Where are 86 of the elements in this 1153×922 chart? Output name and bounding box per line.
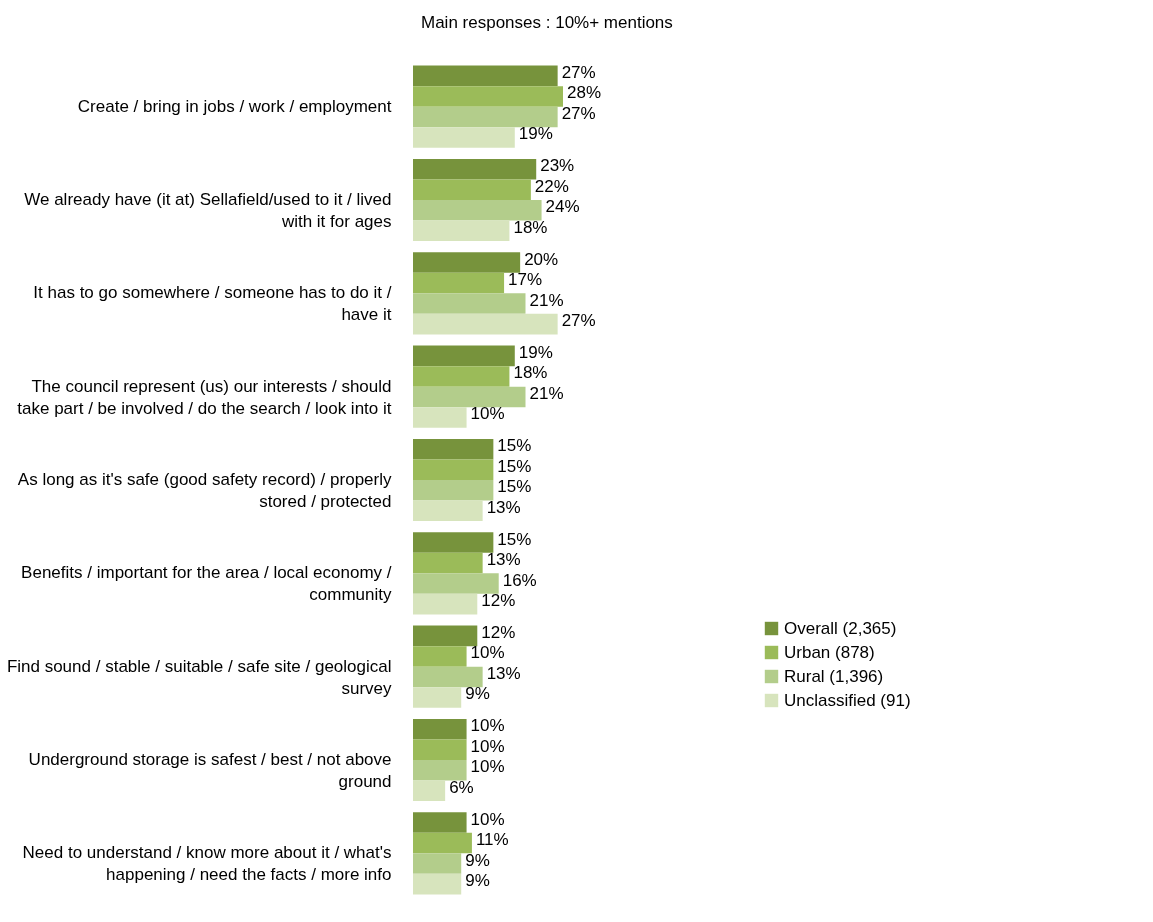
data-label: 10% — [470, 757, 505, 777]
bar — [413, 386, 526, 408]
data-label: 18% — [513, 217, 548, 237]
data-label: 9% — [465, 871, 490, 891]
bar — [413, 366, 510, 387]
y-tick-label: We already have (it at) Sellafield/used to it / lived with it for ages — [24, 190, 392, 231]
data-label: 13% — [486, 663, 521, 683]
data-label: 16% — [502, 570, 537, 590]
bar — [413, 179, 531, 200]
data-label: 13% — [486, 550, 521, 570]
bar — [413, 853, 462, 874]
bar — [413, 760, 467, 781]
y-tick-label: Find sound / stable / suitable / safe site / geological survey — [6, 656, 392, 698]
data-label: 17% — [508, 270, 543, 290]
legend-label: Urban (878) — [784, 642, 875, 662]
bar — [413, 812, 467, 833]
chart-title: Main responses : 10%+ mentions — [421, 13, 673, 32]
y-tick-label: Need to understand / know more about it / what's happening / need the facts / more info — [22, 843, 392, 885]
data-label: 10% — [470, 736, 505, 756]
data-label: 11% — [475, 830, 509, 850]
bar — [413, 646, 467, 667]
y-tick-label: Benefits / important for the area / local economy / community — [21, 563, 392, 605]
legend-label: Overall (2,365) — [784, 618, 897, 638]
y-tick-label: Create / bring in jobs / work / employment — [77, 96, 392, 116]
bar — [413, 873, 462, 895]
data-label: 12% — [481, 622, 516, 642]
y-tick-label: Underground storage is safest / best / not above ground — [28, 750, 392, 791]
bar — [413, 780, 446, 802]
bar — [413, 220, 510, 242]
bar — [413, 106, 558, 128]
data-label: 10% — [470, 716, 505, 736]
data-label: 28% — [567, 83, 602, 103]
data-label: 13% — [486, 497, 521, 517]
y-tick-label: The council represent (us) our interests / should take part / be involved / do the search / look into it — [17, 376, 392, 418]
data-label: 21% — [529, 383, 564, 403]
data-label: 18% — [513, 363, 548, 383]
data-label: 6% — [449, 777, 474, 797]
bar — [413, 313, 558, 335]
legend-label: Unclassified (91) — [784, 690, 911, 710]
bar — [413, 293, 526, 314]
data-label: 22% — [534, 176, 569, 196]
bar — [413, 687, 462, 708]
bar — [413, 593, 478, 615]
bar — [413, 718, 467, 740]
data-label: 9% — [465, 684, 490, 704]
data-label: 15% — [497, 436, 532, 456]
data-label: 15% — [497, 477, 532, 497]
data-label: 10% — [470, 404, 505, 424]
data-label: 27% — [561, 311, 596, 331]
data-label: 9% — [465, 850, 490, 870]
bar — [413, 739, 467, 760]
data-label: 10% — [470, 809, 505, 829]
bar — [413, 65, 558, 87]
bar — [413, 345, 515, 367]
bar — [413, 127, 515, 148]
data-label: 24% — [545, 197, 580, 217]
bar — [413, 86, 563, 107]
data-label: 23% — [540, 156, 575, 176]
data-label: 15% — [497, 529, 532, 549]
data-label: 12% — [481, 591, 516, 611]
bar — [413, 500, 483, 522]
bar — [413, 438, 494, 460]
bar — [413, 459, 494, 480]
bar — [413, 272, 505, 294]
bar — [413, 407, 467, 428]
data-label: 19% — [518, 124, 553, 144]
data-label: 20% — [524, 249, 559, 269]
bar — [413, 532, 494, 553]
legend-label: Rural (1,396) — [784, 666, 884, 686]
data-label: 27% — [561, 103, 596, 123]
bar — [413, 832, 472, 854]
bar — [413, 252, 521, 273]
data-label: 19% — [518, 342, 553, 362]
bar — [413, 573, 499, 594]
bar — [413, 666, 483, 688]
data-label: 10% — [470, 643, 505, 663]
bar — [413, 625, 478, 647]
data-label: 27% — [561, 62, 596, 82]
data-label: 15% — [497, 456, 532, 476]
bar — [413, 200, 542, 221]
y-tick-label: As long as it's safe (good safety record) / properly stored / protected — [17, 470, 392, 511]
data-label: 21% — [529, 290, 564, 310]
y-tick-label: It has to go somewhere / someone has to do it / have it — [33, 283, 392, 325]
bar — [413, 158, 537, 180]
bar — [413, 552, 483, 574]
bar — [413, 480, 494, 501]
